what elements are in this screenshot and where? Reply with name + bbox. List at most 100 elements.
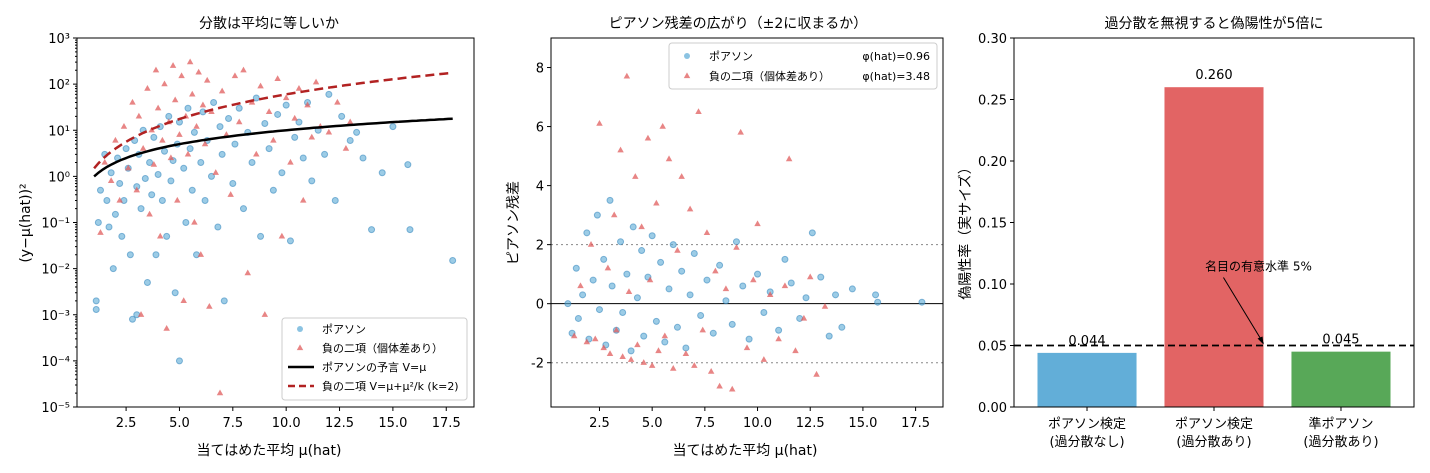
panel1-point-poisson	[378, 169, 386, 177]
panel1-point-poisson	[105, 223, 113, 231]
panel2-point-negbin	[623, 72, 631, 79]
panel2-point-poisson	[661, 338, 669, 346]
panel1-point-negbin	[120, 122, 128, 129]
panel2-point-negbin	[655, 347, 662, 354]
panel2-point-negbin	[792, 347, 799, 354]
panel1-point-poisson	[274, 110, 282, 118]
panel2-point-negbin	[617, 146, 624, 153]
panel2-point-poisson	[872, 291, 880, 299]
panel3-category-label: ポアソン検定	[1175, 417, 1253, 432]
panel1-point-poisson	[359, 154, 367, 162]
panel2-point-poisson	[754, 270, 762, 278]
panel2-point-poisson	[669, 241, 677, 249]
panel1-point-poisson	[220, 297, 228, 305]
panel1-point-negbin	[334, 98, 341, 105]
panel2-point-poisson	[918, 298, 926, 306]
panel2-point-negbin	[781, 282, 789, 289]
panel1-point-negbin	[150, 161, 158, 167]
panel3-title: 過分散を無視すると偽陽性が5倍に	[1105, 16, 1324, 32]
panel2-point-poisson	[589, 276, 597, 284]
panel1-point-poisson	[111, 210, 119, 218]
panel2-xtick-label: 5.0	[642, 416, 663, 431]
panel2-point-poisson	[697, 311, 705, 319]
panel1-point-poisson	[182, 219, 190, 226]
panel2-point-poisson	[633, 294, 641, 302]
panel2-point-negbin	[577, 282, 584, 289]
panel2-point-negbin	[606, 350, 614, 357]
panel1-point-negbin	[107, 177, 115, 184]
panel1-point-poisson	[197, 158, 205, 166]
panel1-point-negbin	[139, 145, 147, 151]
panel2-ticks: 2.5 5.0 7.5 10.0 12.5 15.0 17.5 -2 0 2 4 6 8	[531, 62, 930, 431]
panel3-plot-frame	[1013, 37, 1415, 408]
panel1-point-negbin	[235, 118, 243, 125]
panel1-point-poisson	[346, 136, 354, 144]
panel2-point-negbin	[750, 276, 757, 283]
panel1-xtick-label: 15.0	[378, 416, 407, 431]
panel1-point-negbin	[174, 196, 181, 203]
panel1-point-negbin	[282, 94, 290, 101]
panel1-point-negbin	[178, 72, 185, 79]
panel1-point-negbin	[195, 68, 202, 75]
panel3-ytick-label: 0.20	[978, 155, 1007, 170]
panel1-point-poisson	[190, 128, 198, 136]
panel1-point-poisson	[94, 219, 102, 226]
panel1-point-poisson	[96, 186, 104, 194]
panel1-point-poisson	[286, 237, 294, 245]
panel1-point-poisson	[261, 120, 269, 128]
panel2-point-poisson	[781, 255, 789, 263]
panel1-point-negbin	[186, 58, 194, 65]
panel1-point-poisson	[109, 265, 117, 273]
panel2-point-negbin	[665, 155, 673, 162]
panel1-point-poisson	[325, 90, 333, 98]
panel1-point-negbin	[133, 186, 141, 193]
panel1-ylabel: (y−μ(hat))²	[18, 183, 34, 262]
panel1-ytick-label: 10⁻⁴	[41, 355, 70, 370]
panel3-bar	[1164, 87, 1264, 407]
panel1-point-poisson	[269, 186, 277, 194]
panel1-point-poisson	[449, 257, 457, 265]
panel1-point-poisson	[137, 205, 145, 213]
panel2-ytick-label: 0	[536, 298, 544, 313]
panel2-point-negbin	[737, 128, 744, 135]
panel1-point-negbin	[216, 389, 224, 396]
panel2-point-poisson	[825, 332, 833, 340]
panel2-point-negbin	[596, 120, 603, 126]
panel2-point-negbin	[627, 356, 635, 362]
panel1-point-poisson	[167, 177, 175, 185]
panel1-point-negbin	[129, 98, 136, 105]
panel2-point-negbin	[619, 353, 626, 359]
panel1-point-negbin	[257, 82, 264, 89]
panel2-point-negbin	[587, 241, 595, 247]
panel1-point-negbin	[278, 232, 286, 239]
panel2-point-poisson	[838, 323, 846, 331]
panel2-point-poisson	[787, 279, 795, 287]
panel1-point-poisson	[126, 251, 134, 259]
panel1-point-negbin	[304, 101, 311, 108]
panel2-point-poisson	[638, 247, 646, 255]
panel1-point-poisson	[248, 158, 256, 166]
panel2-point-negbin	[703, 229, 711, 235]
panel1-point-negbin	[157, 232, 164, 239]
panel3-bar-value-label: 0.045	[1322, 333, 1359, 348]
panel3-category-label: (過分散あり)	[1176, 435, 1251, 450]
panel1-ytick-label: 10⁰	[48, 170, 70, 185]
panel2-point-poisson	[673, 323, 681, 331]
panel2-legend: ポアソン φ(hat)=0.96 負の二項（個体差あり） φ(hat)=3.48	[668, 42, 938, 90]
panel1-point-poisson	[158, 196, 166, 204]
panel1-point-poisson	[225, 114, 233, 122]
panel3-ytick-label: 0.25	[978, 94, 1007, 109]
panel2-point-negbin	[632, 173, 639, 179]
panel2-point-poisson	[648, 232, 656, 240]
panel1-point-poisson	[146, 158, 154, 166]
panel2-point-poisson	[564, 300, 572, 308]
panel1-point-poisson	[180, 164, 188, 172]
panel1-point-poisson	[353, 128, 361, 136]
panel1-point-poisson	[171, 289, 179, 297]
panel1-point-poisson	[143, 279, 151, 287]
panel3-marks: 0.044 0.260 0.045 名目の有意水準 5%	[1014, 68, 1414, 407]
panel2-point-negbin	[733, 243, 740, 250]
panel1-point-negbin	[184, 150, 192, 157]
panel1-point-poisson	[239, 205, 247, 213]
